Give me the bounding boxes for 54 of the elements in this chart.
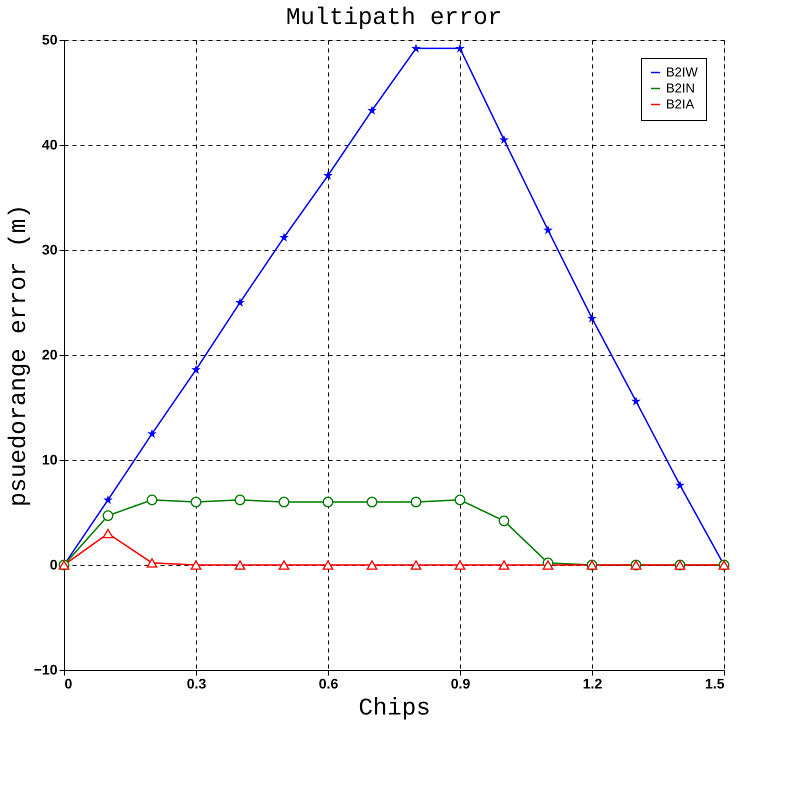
x-axis-title: Chips: [358, 696, 431, 722]
point: [454, 494, 466, 506]
y-axis-title: psuedorange error (m): [6, 204, 33, 507]
chart-title: Multipath error: [286, 5, 502, 32]
x-tick-label: 0.9: [450, 676, 470, 692]
x-tick-label: 0: [64, 676, 72, 692]
y-tick-label: 30: [42, 242, 58, 258]
point: [367, 106, 377, 115]
point: [322, 496, 334, 508]
y-tick-label: 40: [42, 136, 58, 152]
point: [279, 232, 289, 242]
point: [675, 480, 685, 490]
point: [234, 494, 246, 506]
x-tick-label: 0.6: [318, 676, 338, 692]
point: [190, 560, 202, 570]
point: [499, 135, 509, 144]
y-tick-label: 10: [42, 452, 58, 468]
point: [146, 494, 158, 506]
point: [278, 560, 290, 570]
point: [542, 560, 554, 570]
point: [587, 314, 597, 323]
point: [278, 496, 290, 508]
x-tick-label: 1.2: [582, 676, 602, 692]
y-tick-label: 0: [50, 556, 58, 572]
point: [147, 429, 157, 438]
y-tick-label: −10: [34, 662, 58, 678]
point: [498, 516, 510, 526]
point: [235, 298, 245, 307]
legend-label: B2IN: [666, 80, 695, 96]
point: [455, 44, 465, 53]
point: [410, 560, 422, 570]
point: [102, 510, 114, 522]
legend-label: B2IA: [666, 96, 695, 112]
point: [366, 496, 378, 508]
point: [454, 560, 466, 570]
point: [498, 560, 510, 570]
point: [191, 364, 201, 374]
point: [410, 496, 422, 508]
point: [323, 170, 333, 180]
point: [234, 560, 246, 570]
point: [190, 496, 202, 508]
point: [102, 528, 114, 538]
point: [103, 495, 113, 504]
x-tick-label: 0.3: [186, 676, 206, 692]
point: [411, 44, 421, 53]
point: [631, 396, 641, 406]
y-tick-label: 20: [42, 346, 58, 362]
point: [322, 560, 334, 570]
point: [543, 225, 553, 234]
x-tick-label: 1.5: [705, 676, 725, 692]
point: [366, 560, 378, 570]
point: [146, 558, 158, 568]
legend-label: B2IW: [666, 64, 699, 80]
y-tick-label: 50: [42, 32, 58, 48]
